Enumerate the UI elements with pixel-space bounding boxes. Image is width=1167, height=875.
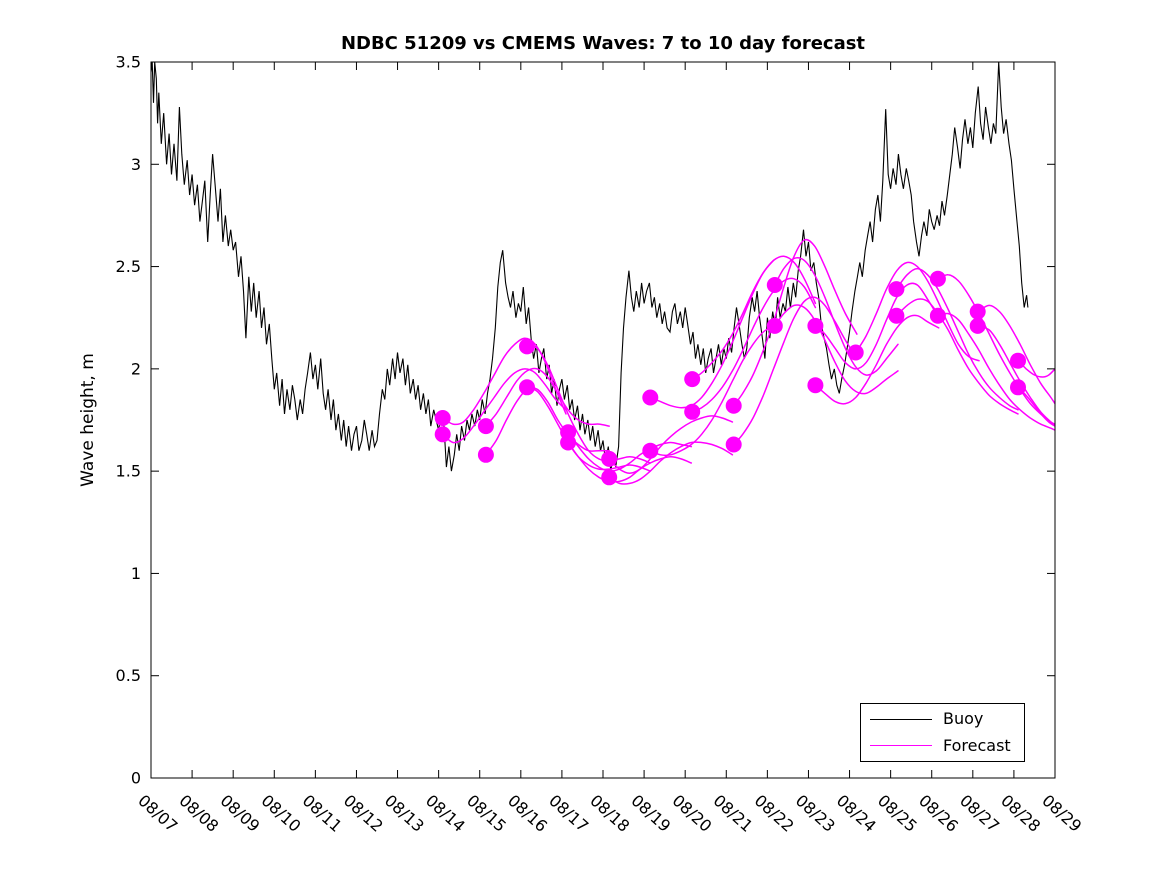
legend: Buoy Forecast <box>860 703 1025 762</box>
x-tick-label: 08/24 <box>833 791 880 836</box>
forecast-run-line <box>976 304 1055 405</box>
forecast-start-marker <box>725 436 742 453</box>
x-tick-label: 08/12 <box>340 791 387 836</box>
forecast-start-marker <box>477 418 494 435</box>
forecast-start-marker <box>888 307 905 324</box>
x-tick-label: 08/29 <box>1038 791 1085 836</box>
legend-item-forecast: Forecast <box>870 735 1024 757</box>
forecast-run-line <box>485 387 610 456</box>
legend-line-sample <box>870 718 932 720</box>
forecast-run-line <box>649 259 775 409</box>
forecast-run-line <box>976 325 1055 427</box>
forecast-run-line <box>895 267 1019 411</box>
x-tick-label: 08/17 <box>545 791 592 836</box>
x-tick-label: 08/20 <box>669 791 716 836</box>
forecast-start-marker <box>766 317 783 334</box>
forecast-start-marker <box>684 403 701 420</box>
x-tick-label: 08/07 <box>134 791 181 836</box>
forecast-start-marker <box>807 317 824 334</box>
y-tick-label: 3.5 <box>116 53 141 72</box>
forecast-run-line <box>774 256 899 376</box>
forecast-start-marker <box>969 303 986 320</box>
forecast-run-line <box>526 345 652 464</box>
forecast-run-line <box>608 441 734 485</box>
legend-label: Buoy <box>943 709 984 729</box>
forecast-start-marker <box>929 307 946 324</box>
forecast-run-line <box>814 314 940 405</box>
forecast-start-marker <box>642 442 659 459</box>
legend-line-sample <box>870 745 932 747</box>
forecast-start-marker <box>560 434 577 451</box>
forecast-run-line <box>732 238 858 407</box>
x-tick-label: 08/16 <box>504 791 551 836</box>
forecast-run-line <box>485 367 610 427</box>
forecast-run-line <box>895 298 1019 415</box>
y-tick-label: 3 <box>131 155 141 174</box>
forecast-run-line <box>441 337 567 426</box>
forecast-run-line <box>732 296 858 446</box>
x-tick-label: 08/11 <box>299 791 346 836</box>
chart-title: NDBC 51209 vs CMEMS Waves: 7 to 10 day f… <box>340 33 866 54</box>
forecast-start-marker <box>807 377 824 394</box>
y-tick-label: 1 <box>131 564 141 583</box>
x-tick-label: 08/21 <box>710 791 757 836</box>
legend-item-buoy: Buoy <box>870 708 1024 730</box>
y-tick-label: 1.5 <box>116 462 141 481</box>
x-tick-label: 08/19 <box>627 791 674 836</box>
forecast-run-line <box>608 415 734 474</box>
x-tick-label: 08/25 <box>874 791 921 836</box>
forecast-run-line <box>691 277 817 413</box>
y-tick-label: 0 <box>131 769 141 788</box>
forecast-run-line <box>441 368 567 444</box>
forecast-start-marker <box>888 281 905 298</box>
forecast-start-marker <box>434 426 451 443</box>
forecast-run-line <box>937 312 1055 431</box>
x-tick-label: 08/23 <box>792 791 839 836</box>
x-tick-label: 08/09 <box>217 791 264 836</box>
forecast-start-marker <box>601 450 618 467</box>
x-tick-label: 08/27 <box>956 791 1003 836</box>
plot-border <box>150 61 1056 779</box>
forecast-start-marker <box>929 270 946 287</box>
x-tick-label: 08/13 <box>381 791 428 836</box>
forecast-run-line <box>691 255 817 380</box>
y-tick-label: 0.5 <box>116 666 141 685</box>
forecast-run-line <box>1017 359 1055 378</box>
forecast-start-marker <box>477 446 494 463</box>
forecast-run-line <box>567 441 693 483</box>
forecast-start-marker <box>642 389 659 406</box>
forecast-start-marker <box>434 410 451 426</box>
y-tick-label: 2.5 <box>116 257 141 276</box>
forecast-run-line <box>854 261 980 362</box>
forecast-start-marker <box>969 317 986 334</box>
forecast-start-marker <box>519 379 535 396</box>
x-tick-label: 08/26 <box>915 791 962 836</box>
forecast-start-marker <box>684 371 701 388</box>
x-tick-label: 08/15 <box>463 791 510 836</box>
forecast-start-marker <box>519 338 535 355</box>
forecast-start-marker <box>1010 352 1026 369</box>
forecast-run-line <box>526 386 652 472</box>
buoy-line <box>151 62 1029 472</box>
x-tick-label: 08/18 <box>586 791 633 836</box>
forecast-start-marker <box>847 344 864 361</box>
forecast-run-line <box>774 304 899 395</box>
forecast-run-line <box>1017 386 1055 427</box>
x-tick-label: 08/22 <box>751 791 798 836</box>
y-tick-label: 2 <box>131 359 141 378</box>
x-tick-label: 08/08 <box>175 791 222 836</box>
x-tick-label: 08/28 <box>997 791 1044 836</box>
forecast-start-marker <box>766 277 783 293</box>
forecast-start-marker <box>1010 379 1026 396</box>
forecast-run-line <box>649 325 775 457</box>
legend-label: Forecast <box>943 735 1011 755</box>
x-tick-label: 08/14 <box>422 791 469 836</box>
x-tick-label: 08/10 <box>258 791 305 836</box>
forecast-run-line <box>814 282 940 370</box>
forecast-run-line <box>567 431 693 472</box>
forecast-start-marker <box>601 469 618 486</box>
forecast-start-marker <box>725 397 742 414</box>
